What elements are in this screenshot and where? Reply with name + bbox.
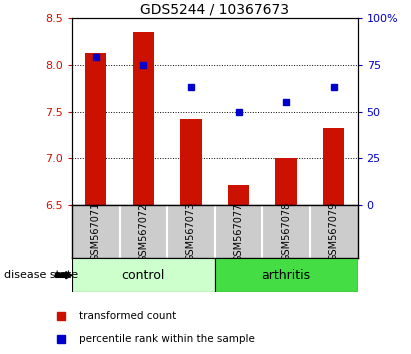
Text: GSM567073: GSM567073	[186, 202, 196, 262]
Bar	[228, 185, 249, 205]
Title: GDS5244 / 10367673: GDS5244 / 10367673	[140, 2, 289, 17]
Text: control: control	[122, 269, 165, 282]
Bar	[72, 258, 215, 292]
Bar	[85, 53, 106, 205]
Text: GSM567078: GSM567078	[281, 202, 291, 262]
Text: GSM567071: GSM567071	[91, 202, 101, 262]
Bar	[215, 258, 358, 292]
Text: transformed count: transformed count	[79, 311, 176, 321]
Bar	[275, 159, 297, 205]
Text: GSM567072: GSM567072	[139, 202, 148, 262]
Text: GSM567079: GSM567079	[329, 202, 339, 262]
Bar	[133, 32, 154, 205]
Text: disease state: disease state	[4, 270, 78, 280]
Text: arthritis: arthritis	[261, 269, 311, 282]
Text: percentile rank within the sample: percentile rank within the sample	[79, 334, 255, 344]
Bar	[323, 129, 344, 205]
Bar	[180, 119, 202, 205]
Text: GSM567077: GSM567077	[233, 202, 244, 262]
